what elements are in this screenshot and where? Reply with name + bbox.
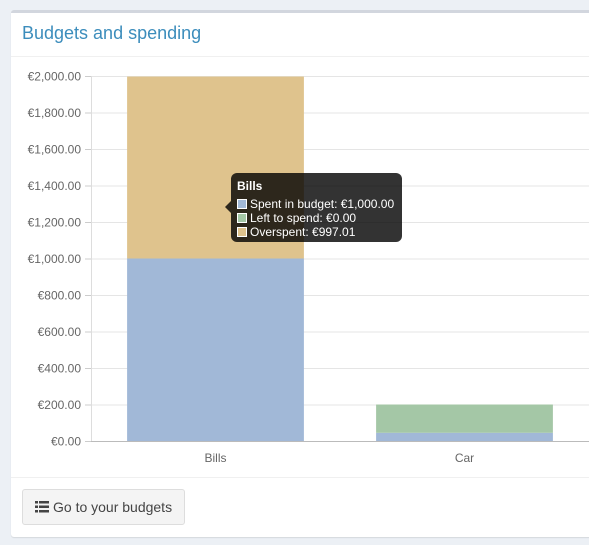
box-header: Budgets and spending [11, 13, 589, 57]
y-tick-label: €400.00 [38, 362, 82, 376]
chart-area: €0.00 €200.00 €400.00 €600.00 €800.00 €1,000.… [11, 60, 589, 480]
tooltip-swatch-spent [237, 199, 247, 209]
chart-tooltip: Bills Spent in budget: €1,000.00 Left to… [225, 173, 402, 242]
bar-left-to-spend [376, 404, 553, 433]
bar-spent-in-budget [127, 258, 304, 441]
y-tick-label: €200.00 [38, 398, 82, 412]
y-tick-label: €1,400.00 [28, 179, 82, 193]
x-tick-label: Car [455, 451, 474, 465]
tooltip-swatch-left [237, 213, 247, 223]
tooltip-text-overspent: Overspent: €997.01 [250, 225, 356, 239]
go-to-budgets-button[interactable]: Go to your budgets [22, 489, 186, 525]
y-tick-label: €600.00 [38, 325, 82, 339]
list-icon [35, 501, 49, 513]
tooltip-swatch-overspent [237, 227, 247, 237]
y-tick-label: €0.00 [51, 435, 81, 449]
y-tick-label: €1,800.00 [28, 106, 82, 120]
x-tick-label: Bills [204, 451, 226, 465]
y-tick-label: €1,000.00 [28, 252, 82, 266]
box-footer: Go to your budgets [11, 477, 589, 538]
go-to-budgets-label: Go to your budgets [53, 499, 173, 515]
box-title: Budgets and spending [22, 23, 202, 43]
bar-spent-in-budget [376, 432, 553, 441]
budget-chart[interactable]: €0.00 €200.00 €400.00 €600.00 €800.00 €1,000.… [11, 60, 589, 480]
y-tick-label: €2,000.00 [28, 70, 82, 84]
tooltip-row-left: Left to spend: €0.00 [237, 211, 356, 225]
tooltip-row-overspent: Overspent: €997.01 [237, 225, 355, 239]
tooltip-row-spent: Spent in budget: €1,000.00 [237, 197, 394, 211]
tooltip-text-spent: Spent in budget: €1,000.00 [250, 197, 395, 211]
y-tick-label: €1,200.00 [28, 216, 82, 230]
y-tick-label: €1,600.00 [28, 143, 82, 157]
tooltip-title: Bills [237, 179, 263, 193]
y-tick-label: €800.00 [38, 289, 82, 303]
tooltip-text-left: Left to spend: €0.00 [250, 211, 357, 225]
budgets-box: Budgets and spending €0.00 €200.00 €400.00… [11, 10, 589, 537]
